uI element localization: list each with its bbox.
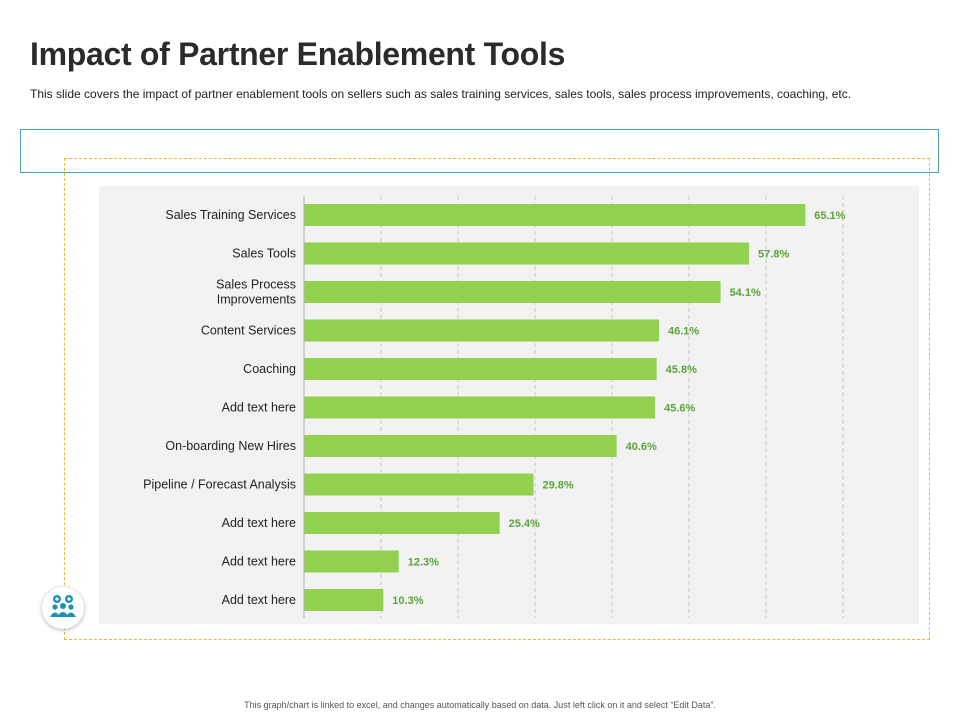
category-label: Content Services: [201, 324, 296, 338]
data-label: 57.8%: [758, 249, 789, 261]
category-label: Add text here: [222, 401, 296, 415]
data-label: 12.3%: [408, 557, 439, 569]
bar: [304, 204, 806, 226]
data-label: 45.6%: [664, 403, 695, 415]
data-label: 25.4%: [509, 518, 540, 530]
page-title: Impact of Partner Enablement Tools: [30, 36, 566, 72]
bar: [304, 435, 617, 457]
category-label: Sales Process Improvements: [216, 278, 296, 307]
footer-note: This graph/chart is linked to excel, and…: [244, 700, 716, 710]
data-label: 45.8%: [666, 364, 697, 376]
bar: [304, 550, 399, 573]
data-label: 65.1%: [814, 210, 845, 222]
data-label: 54.1%: [730, 287, 761, 299]
category-label: Sales Tools: [232, 247, 296, 261]
bar: [304, 396, 656, 419]
category-label: Add text here: [222, 516, 296, 530]
bar: [304, 281, 721, 303]
bar: [304, 512, 500, 534]
category-label: Coaching: [243, 362, 296, 376]
chart-area: 65.1% Sales Training Services 57.8% Sales T…: [99, 186, 919, 624]
bar: [304, 319, 659, 342]
category-label: Sales Training Services: [165, 208, 296, 222]
data-label: 10.3%: [392, 595, 423, 607]
chart-frame: [64, 158, 930, 640]
bar: [304, 473, 534, 496]
data-label: 46.1%: [668, 326, 699, 338]
data-label: 29.8%: [542, 480, 573, 492]
category-label: Pipeline / Forecast Analysis: [143, 478, 296, 492]
page-subtitle: This slide covers the impact of partner …: [30, 87, 852, 101]
data-label: 40.6%: [626, 441, 657, 453]
bar-chart: 65.1% Sales Training Services 57.8% Sales T…: [143, 196, 846, 618]
bar: [304, 589, 384, 611]
header-frame: [20, 129, 939, 173]
category-label: On-boarding New Hires: [165, 439, 296, 453]
category-label: Add text here: [222, 555, 296, 569]
bar: [304, 242, 750, 265]
team-settings-icon: [42, 587, 84, 629]
bar: [304, 358, 657, 380]
category-label: Add text here: [222, 593, 296, 607]
